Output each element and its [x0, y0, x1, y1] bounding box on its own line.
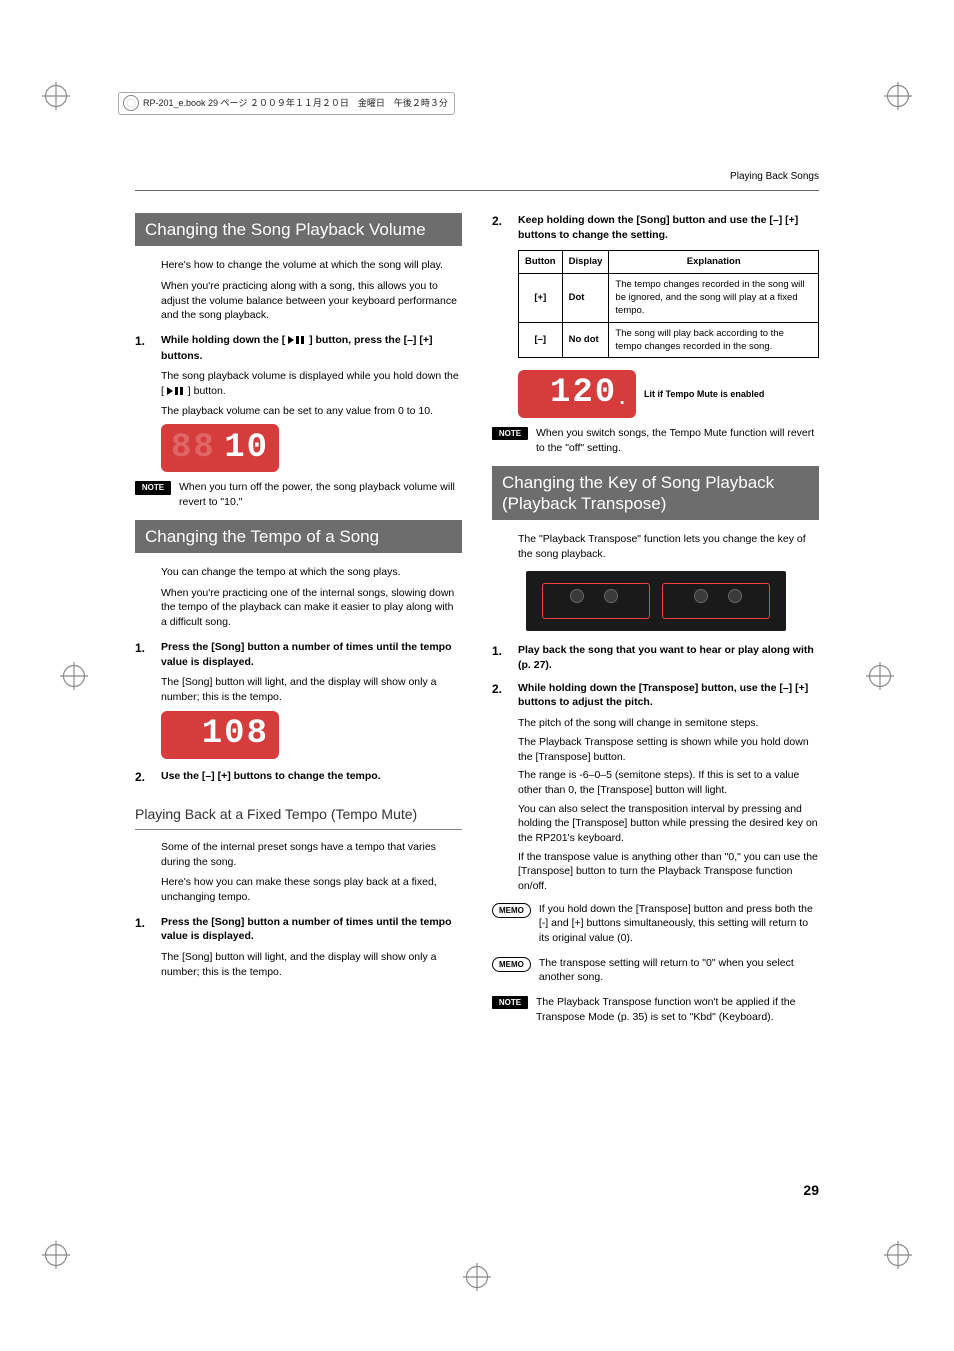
panel-button-icon	[728, 589, 742, 603]
crop-mark-icon	[463, 1263, 491, 1291]
crop-mark-icon	[42, 1241, 70, 1269]
play-stop-icon	[288, 334, 306, 349]
body-text: The playback volume can be set to any va…	[161, 404, 462, 419]
section-title-volume: Changing the Song Playback Volume	[135, 213, 462, 246]
note-text: When you switch songs, the Tempo Mute fu…	[536, 426, 819, 455]
body-text: The [Song] button will light, and the di…	[161, 675, 462, 704]
subsection-title-tempo-mute: Playing Back at a Fixed Tempo (Tempo Mut…	[135, 805, 462, 825]
body-text: If the transpose value is anything other…	[518, 850, 819, 894]
step-text: Use the [–] [+] buttons to change the te…	[161, 769, 462, 784]
header-rule	[135, 190, 819, 191]
lcd-value: 120	[550, 370, 617, 418]
table-cell: The song will play back according to the…	[609, 322, 819, 358]
page-content: Playing Back Songs Changing the Song Pla…	[135, 170, 819, 1201]
crop-mark-icon	[42, 82, 70, 110]
section-title-tempo: Changing the Tempo of a Song	[135, 520, 462, 553]
lcd-display-tempo-mute: 120 .	[518, 370, 636, 418]
step-text: Press the [Song] button a number of time…	[161, 640, 462, 669]
note-badge: NOTE	[492, 996, 528, 1009]
memo-badge: MEMO	[492, 957, 531, 972]
table-header: Explanation	[609, 251, 819, 273]
table-header: Display	[562, 251, 609, 273]
running-header: Playing Back Songs	[135, 170, 819, 184]
right-column: 2. Keep holding down the [Song] button a…	[492, 213, 819, 1035]
step-text: While holding down the [Transpose] butto…	[518, 681, 819, 710]
crop-mark-icon	[884, 82, 912, 110]
body-text: When you're practicing one of the intern…	[161, 586, 462, 630]
step-number: 1.	[492, 643, 508, 660]
body-text: The range is -6–0–5 (semitone steps). If…	[518, 768, 819, 797]
crop-mark-icon	[866, 662, 894, 690]
body-text: The Playback Transpose setting is shown …	[518, 735, 819, 764]
note-badge: NOTE	[492, 427, 528, 440]
body-text: The pitch of the song will change in sem…	[518, 716, 819, 731]
body-text: The "Playback Transpose" function lets y…	[518, 532, 819, 561]
panel-button-icon	[570, 589, 584, 603]
table-cell: Dot	[562, 273, 609, 322]
lcd-display-tempo: 108	[161, 711, 279, 759]
body-text: When you're practicing along with a song…	[161, 279, 462, 323]
lcd-value: 10	[224, 425, 269, 473]
panel-button-icon	[604, 589, 618, 603]
table-header: Button	[519, 251, 563, 273]
step-number: 1.	[135, 915, 151, 932]
step-number: 2.	[492, 213, 508, 230]
body-text: Some of the internal preset songs have a…	[161, 840, 462, 869]
memo-text: If you hold down the [Transpose] button …	[539, 902, 819, 946]
body-text: Here's how to change the volume at which…	[161, 258, 462, 273]
step-text: Press the [Song] button a number of time…	[161, 915, 462, 944]
table-cell: The tempo changes recorded in the song w…	[609, 273, 819, 322]
keyboard-panel-image	[526, 571, 786, 631]
step-text: Play back the song that you want to hear…	[518, 643, 819, 672]
panel-button-icon	[694, 589, 708, 603]
body-text: You can also select the transposition in…	[518, 802, 819, 846]
step-text-part: While holding down the [	[161, 334, 288, 346]
step-number: 2.	[135, 769, 151, 786]
step-number: 2.	[492, 681, 508, 698]
lcd-display-volume: 88 10	[161, 424, 279, 472]
table-cell: [–]	[519, 322, 563, 358]
note-text: The Playback Transpose function won't be…	[536, 995, 819, 1024]
step-number: 1.	[135, 333, 151, 350]
step-text: While holding down the [ ] button, press…	[161, 333, 462, 363]
body-text: Here's how you can make these songs play…	[161, 875, 462, 904]
table-cell: [+]	[519, 273, 563, 322]
body-text: The [Song] button will light, and the di…	[161, 950, 462, 979]
body-text-part: ] button.	[188, 385, 226, 397]
left-column: Changing the Song Playback Volume Here's…	[135, 213, 462, 1035]
play-stop-icon	[167, 385, 185, 400]
lcd-ghost-digits: 88	[171, 425, 216, 473]
crop-mark-icon	[60, 662, 88, 690]
body-text: You can change the tempo at which the so…	[161, 565, 462, 580]
step-number: 1.	[135, 640, 151, 657]
lcd-caption: Lit if Tempo Mute is enabled	[644, 388, 764, 401]
tempo-mute-table: Button Display Explanation [+] Dot The t…	[518, 250, 819, 358]
subsection-rule	[135, 829, 462, 830]
step-text: Keep holding down the [Song] button and …	[518, 213, 819, 242]
page-number: 29	[803, 1181, 819, 1201]
lcd-dot-icon: .	[618, 375, 626, 414]
crop-mark-icon	[884, 1241, 912, 1269]
section-title-transpose: Changing the Key of Song Playback (Playb…	[492, 466, 819, 521]
note-badge: NOTE	[135, 481, 171, 494]
print-header: RP-201_e.book 29 ページ ２００９年１１月２０日 金曜日 午後２…	[118, 92, 455, 115]
lcd-value: 108	[202, 711, 269, 759]
memo-text: The transpose setting will return to "0"…	[539, 956, 819, 985]
note-text: When you turn off the power, the song pl…	[179, 480, 462, 509]
table-cell: No dot	[562, 322, 609, 358]
body-text: The song playback volume is displayed wh…	[161, 369, 462, 399]
memo-badge: MEMO	[492, 903, 531, 918]
